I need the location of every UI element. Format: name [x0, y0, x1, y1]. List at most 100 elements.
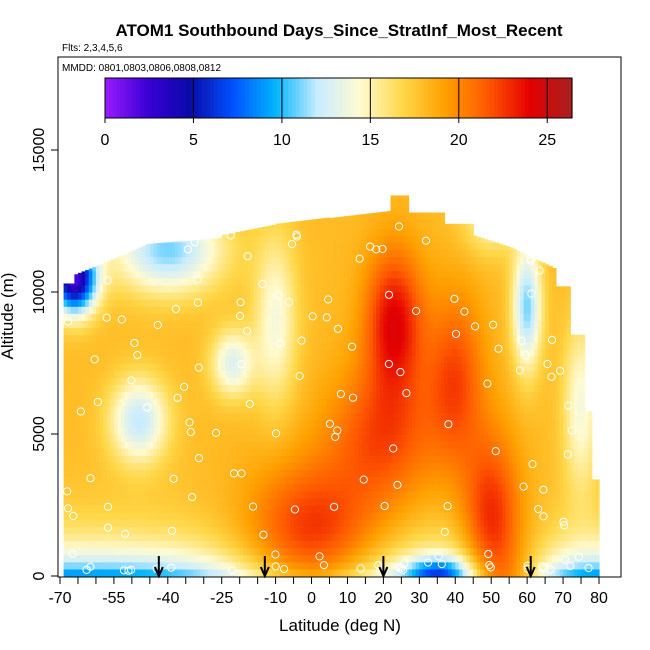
heatmap-cell — [243, 306, 248, 314]
heatmap-cell — [236, 505, 241, 513]
heatmap-cell — [225, 398, 230, 407]
heatmap-cell — [63, 348, 68, 357]
heatmap-cell — [343, 419, 349, 428]
heatmap-cell — [322, 419, 327, 428]
heatmap-cell — [142, 384, 147, 392]
heatmap-cell — [390, 512, 395, 520]
heatmap-cell — [131, 327, 137, 336]
heatmap-cell — [369, 448, 374, 456]
heatmap-cell — [189, 355, 194, 364]
heatmap-cell — [264, 355, 270, 364]
heatmap-cell — [286, 497, 291, 506]
heatmap-cell — [214, 455, 219, 463]
heatmap-cell — [307, 363, 313, 371]
heatmap-cell — [268, 533, 273, 542]
heatmap-cell — [286, 249, 291, 258]
heatmap-cell — [343, 483, 349, 492]
heatmap-cell — [221, 505, 226, 513]
heatmap-cell — [160, 441, 165, 449]
heatmap-cell — [318, 419, 323, 428]
heatmap-cell — [383, 419, 388, 428]
heatmap-cell — [182, 299, 187, 307]
heatmap-cell — [264, 505, 270, 513]
heatmap-cell — [196, 441, 201, 449]
heatmap-cell — [268, 249, 273, 258]
heatmap-cell — [164, 270, 169, 279]
heatmap-cell — [365, 363, 370, 371]
heatmap-cell — [279, 497, 284, 506]
heatmap-cell — [347, 215, 352, 222]
heatmap-cell — [239, 519, 244, 527]
heatmap-cell — [293, 441, 298, 449]
heatmap-cell — [232, 519, 237, 527]
heatmap-cell — [394, 370, 399, 378]
heatmap-cell — [142, 469, 147, 478]
heatmap-cell — [386, 505, 392, 513]
heatmap-cell — [63, 299, 68, 307]
heatmap-cell — [88, 469, 93, 478]
heatmap-cell — [376, 320, 381, 329]
heatmap-cell — [139, 263, 144, 272]
heatmap-cell — [149, 490, 155, 499]
heatmap-cell — [379, 377, 384, 385]
heatmap-cell — [422, 512, 428, 520]
heatmap-cell — [404, 398, 410, 407]
heatmap-cell — [261, 519, 266, 527]
heatmap-cell — [63, 341, 68, 350]
heatmap-cell — [358, 292, 363, 300]
heatmap-cell — [289, 568, 295, 577]
heatmap-cell — [415, 235, 420, 243]
heatmap-cell — [171, 405, 176, 414]
heatmap-cell — [376, 490, 381, 499]
heatmap-cell — [361, 384, 367, 392]
heatmap-cell — [99, 306, 104, 314]
heatmap-cell — [139, 334, 144, 343]
heatmap-cell — [304, 299, 309, 307]
heatmap-cell — [386, 242, 392, 250]
heatmap-cell — [221, 234, 226, 236]
heatmap-cell — [171, 363, 176, 371]
heatmap-cell — [394, 476, 399, 485]
heatmap-cell — [113, 412, 119, 421]
heatmap-cell — [164, 249, 169, 258]
heatmap-cell — [343, 334, 349, 343]
heatmap-cell — [426, 213, 431, 222]
heatmap-cell — [239, 384, 244, 392]
heatmap-cell — [113, 299, 119, 307]
heatmap-cell — [63, 334, 68, 343]
heatmap-cell — [394, 263, 399, 272]
heatmap-cell — [67, 455, 72, 463]
heatmap-cell — [386, 483, 392, 492]
heatmap-cell — [70, 441, 75, 449]
heatmap-cell — [254, 568, 259, 577]
heatmap-cell — [275, 306, 280, 314]
heatmap-cell — [157, 434, 162, 442]
heatmap-cell — [386, 249, 392, 258]
heatmap-cell — [404, 299, 410, 307]
heatmap-cell — [315, 547, 320, 556]
heatmap-cell — [67, 526, 72, 534]
heatmap-cell — [390, 476, 395, 485]
heatmap-cell — [333, 483, 338, 492]
heatmap-cell — [250, 229, 255, 236]
heatmap-cell — [300, 426, 305, 435]
heatmap-cell — [225, 284, 230, 293]
heatmap-cell — [397, 533, 402, 542]
heatmap-cell — [174, 448, 180, 456]
heatmap-cell — [228, 405, 234, 414]
heatmap-cell — [250, 292, 255, 300]
heatmap-cell — [221, 377, 226, 385]
heatmap-cell — [289, 263, 295, 272]
heatmap-cell — [74, 341, 79, 350]
heatmap-cell — [225, 391, 230, 400]
heatmap-cell — [261, 227, 266, 229]
heatmap-cell — [77, 370, 83, 378]
heatmap-cell — [85, 299, 90, 307]
heatmap-cell — [214, 313, 219, 321]
heatmap-cell — [297, 270, 302, 279]
heatmap-cell — [196, 568, 201, 577]
heatmap-cell — [203, 441, 208, 449]
heatmap-cell — [157, 441, 162, 449]
heatmap-cell — [372, 434, 377, 442]
heatmap-cell — [67, 554, 72, 563]
